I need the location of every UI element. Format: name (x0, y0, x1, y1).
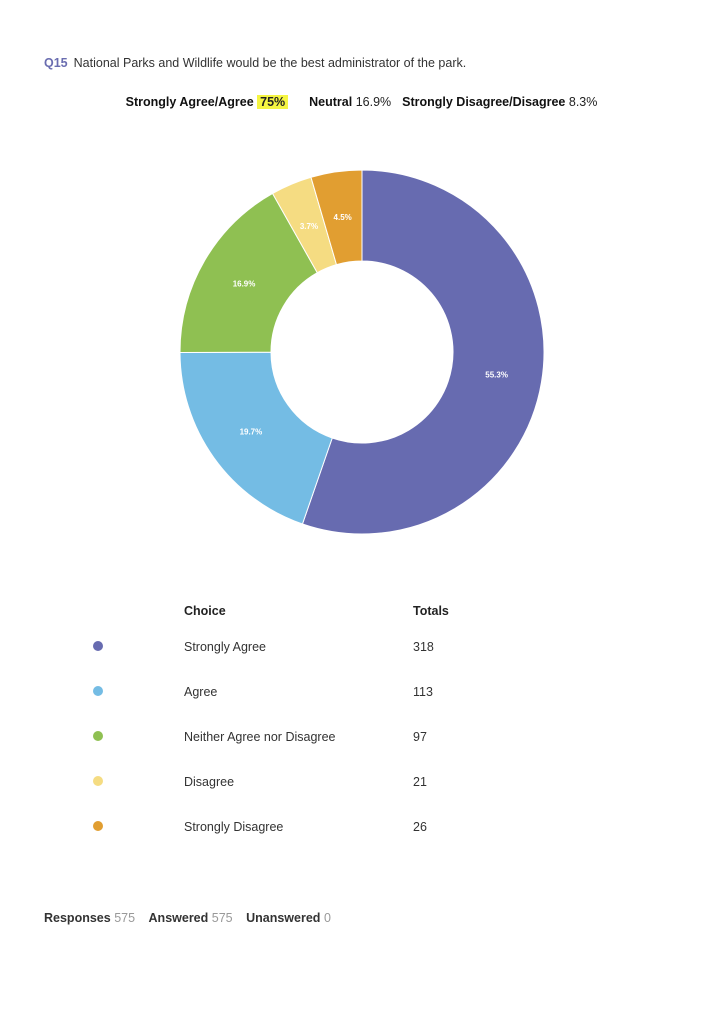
choice-total: 113 (413, 684, 433, 699)
donut-slice-strongly-agree (301, 169, 545, 535)
legend-dot (93, 640, 103, 651)
unanswered-value: 0 (323, 911, 331, 925)
question-number: Q15 (44, 56, 68, 70)
table-header-row: Choice Totals (70, 598, 493, 624)
choice-name: Strongly Disagree (184, 819, 284, 834)
choice-name: Agree (184, 684, 218, 699)
choice-total: 318 (413, 639, 434, 654)
choices-table: Choice Totals Strongly Agree 318 Agree 113 N… (70, 598, 493, 849)
answered-value: 575 (211, 911, 233, 925)
slice-percent-label: 55.3% (485, 371, 508, 380)
donut-slice-strongly-disagree (310, 169, 363, 266)
question-text: National Parks and Wildlife would be the… (73, 56, 467, 70)
slice-percent-label: 19.7% (240, 427, 263, 436)
choice-name: Disagree (184, 774, 235, 789)
summary-disagree-label: Strongly Disagree/Disagree (402, 95, 566, 109)
table-row: Neither Agree nor Disagree 97 (70, 714, 493, 759)
slice-percent-label: 16.9% (233, 279, 256, 288)
slice-percent-label: 4.5% (334, 213, 352, 222)
summary-line: Strongly Agree/Agree 75% Neutral 16.9% S… (0, 95, 723, 109)
choice-header: Choice (184, 604, 226, 618)
choice-total: 97 (413, 729, 427, 744)
answered-label: Answered (148, 911, 209, 925)
table-row: Agree 113 (70, 669, 493, 714)
responses-label: Responses (44, 911, 111, 925)
summary-neutral-value: 16.9% (355, 95, 392, 109)
legend-dot (93, 685, 103, 696)
donut-slice-neither-agree-nor-disagree (179, 192, 318, 353)
legend-dot (93, 730, 103, 741)
choice-total: 21 (413, 774, 427, 789)
table-row: Strongly Disagree 26 (70, 804, 493, 849)
response-footer: Responses 575 Answered 575 Unanswered 0 (44, 911, 341, 925)
responses-value: 575 (114, 911, 136, 925)
donut-slice-agree (179, 351, 333, 525)
summary-neutral-label: Neutral (309, 95, 353, 109)
legend-dot (93, 775, 103, 786)
choice-name: Neither Agree nor Disagree (184, 729, 336, 744)
unanswered-label: Unanswered (246, 911, 321, 925)
summary-disagree-value: 8.3% (568, 95, 598, 109)
summary-agree-label: Strongly Agree/Agree (125, 95, 254, 109)
summary-agree-value: 75% (257, 95, 289, 109)
legend-dot (93, 820, 103, 831)
question-line: Q15 National Parks and Wildlife would be … (44, 56, 466, 70)
totals-header: Totals (413, 604, 449, 618)
table-row: Disagree 21 (70, 759, 493, 804)
table-row: Strongly Agree 318 (70, 624, 493, 669)
choice-name: Strongly Agree (184, 639, 266, 654)
choice-total: 26 (413, 819, 427, 834)
slice-percent-label: 3.7% (300, 222, 318, 231)
